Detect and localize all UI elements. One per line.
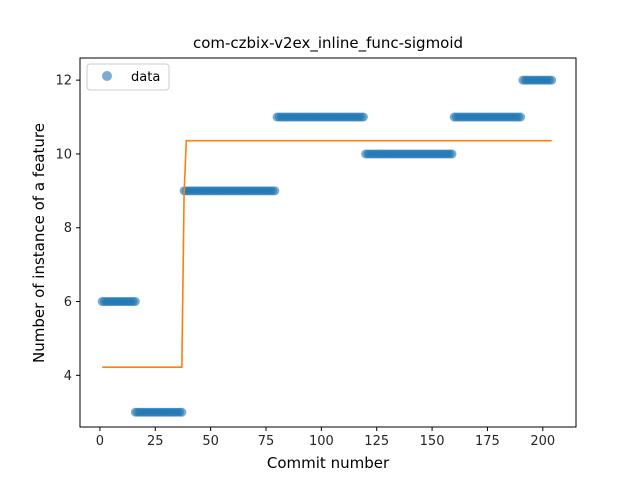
x-tick-label: 200 xyxy=(530,434,555,449)
x-tick-label: 150 xyxy=(420,434,445,449)
y-axis-label: Number of instance of a feature xyxy=(30,123,48,363)
legend-frame xyxy=(86,63,170,91)
data-point xyxy=(447,149,457,159)
x-tick-label: 50 xyxy=(202,434,219,449)
x-tick-label: 100 xyxy=(309,434,334,449)
fit-line xyxy=(102,139,552,369)
chart-title: com-czbix-v2ex_inline_func-sigmoid xyxy=(193,34,463,53)
plot-frame xyxy=(79,57,577,428)
legend: data xyxy=(86,63,170,91)
y-tick-label: 10 xyxy=(55,147,72,162)
legend-marker-data xyxy=(102,71,112,81)
y-tick-label: 4 xyxy=(64,369,72,384)
y-tick-label: 8 xyxy=(64,221,72,236)
data-point xyxy=(547,75,557,85)
x-tick-label: 25 xyxy=(147,434,164,449)
x-tick-label: 0 xyxy=(96,434,104,449)
legend-label-data: data xyxy=(131,70,160,85)
x-tick-label: 125 xyxy=(364,434,389,449)
x-tick-label: 175 xyxy=(475,434,500,449)
x-tick-label: 75 xyxy=(258,434,275,449)
data-point xyxy=(270,186,280,196)
x-axis-label: Commit number xyxy=(267,454,390,472)
data-point xyxy=(516,112,526,122)
plot-area: 0 25 50 75 100 125 150 175 200 4 6 8 10 12 xyxy=(55,57,577,449)
data-points xyxy=(97,75,557,417)
data-point xyxy=(177,407,187,417)
data-point xyxy=(130,297,140,307)
data-point xyxy=(358,112,368,122)
y-tick-label: 12 xyxy=(55,74,72,89)
y-tick-label: 6 xyxy=(64,295,72,310)
